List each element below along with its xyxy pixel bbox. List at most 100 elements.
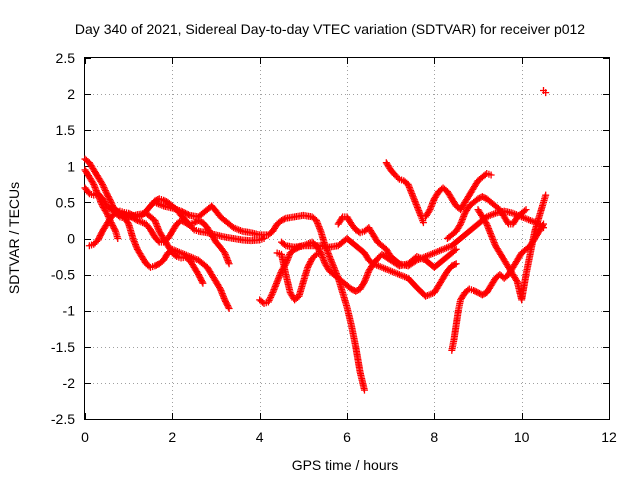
- data-point: [443, 267, 451, 275]
- data-point: [343, 281, 351, 289]
- data-point: [330, 271, 338, 279]
- data-point: [106, 197, 114, 205]
- data-point: [500, 274, 508, 282]
- data-point: [435, 188, 443, 196]
- data-point: [394, 259, 402, 267]
- data-point: [138, 253, 146, 261]
- data-point: [125, 211, 133, 219]
- data-point: [85, 242, 93, 250]
- data-point: [395, 271, 403, 279]
- data-point: [422, 253, 430, 261]
- data-point: [247, 237, 255, 245]
- data-point: [264, 298, 272, 306]
- data-point: [491, 242, 499, 250]
- data-point: [483, 170, 491, 178]
- data-point: [168, 245, 176, 253]
- data-point: [299, 211, 307, 219]
- data-point: [378, 263, 386, 271]
- data-point: [94, 190, 102, 198]
- data-point: [286, 249, 294, 257]
- data-point: [155, 195, 163, 203]
- data-point: [90, 240, 98, 248]
- data-point: [474, 289, 482, 297]
- data-point: [90, 180, 98, 188]
- data-point: [256, 231, 264, 239]
- data-point: [273, 220, 281, 228]
- data-point: [221, 296, 229, 304]
- data-point: [199, 260, 207, 268]
- data-point: [539, 222, 547, 230]
- y-tick-label: 2.5: [56, 50, 76, 66]
- data-point: [317, 227, 325, 235]
- data-point: [304, 263, 312, 271]
- data-point: [195, 256, 203, 264]
- data-point: [98, 179, 106, 187]
- data-point: [133, 216, 141, 224]
- y-tick-label: 1.5: [56, 122, 76, 138]
- data-point: [107, 213, 115, 221]
- data-point: [142, 207, 150, 215]
- data-point: [439, 245, 447, 253]
- data-point: [291, 296, 299, 304]
- data-point: [267, 293, 275, 301]
- data-point: [295, 292, 303, 300]
- data-point: [308, 238, 316, 246]
- data-point: [382, 245, 390, 253]
- data-point: [422, 213, 430, 221]
- data-point: [443, 235, 451, 242]
- data-points: [81, 86, 550, 394]
- data-point: [224, 303, 232, 311]
- data-point: [496, 249, 504, 257]
- data-point: [160, 238, 168, 246]
- data-point: [343, 213, 351, 221]
- data-point: [99, 182, 107, 190]
- y-tick-label: 0: [67, 231, 75, 247]
- data-point: [347, 321, 355, 329]
- data-point: [98, 180, 106, 188]
- y-axis-title: SDTVAR / TECUs: [6, 182, 22, 294]
- data-point: [474, 195, 482, 203]
- data-point: [89, 179, 97, 187]
- data-point: [142, 220, 150, 228]
- data-point: [339, 238, 347, 246]
- data-point: [450, 336, 458, 344]
- data-point: [85, 173, 93, 181]
- data-point: [474, 177, 482, 185]
- x-tick-label: 12: [601, 429, 617, 445]
- data-point: [395, 175, 403, 183]
- data-point: [496, 206, 504, 214]
- data-point: [101, 187, 109, 195]
- data-point: [266, 295, 274, 303]
- data-point: [267, 292, 275, 300]
- data-point: [199, 219, 207, 227]
- data-point: [334, 220, 342, 228]
- data-point: [443, 188, 451, 196]
- data-point: [374, 238, 382, 246]
- data-point: [474, 206, 482, 214]
- data-point: [273, 249, 281, 257]
- data-point: [151, 216, 159, 224]
- data-point: [465, 285, 473, 293]
- data-point: [356, 229, 364, 237]
- data-point: [312, 242, 320, 250]
- data-point: [452, 260, 460, 268]
- data-point: [177, 249, 185, 257]
- data-point: [509, 271, 517, 279]
- data-point: [513, 256, 521, 264]
- data-point: [107, 202, 115, 210]
- data-point: [155, 260, 163, 268]
- data-point: [212, 231, 220, 239]
- data-point: [225, 220, 233, 228]
- data-point: [326, 243, 334, 251]
- data-point: [360, 227, 368, 235]
- data-point: [452, 227, 460, 235]
- data-point: [540, 198, 547, 206]
- data-point: [465, 202, 473, 210]
- data-point: [103, 209, 111, 217]
- data-point: [90, 166, 98, 174]
- data-point: [186, 211, 194, 219]
- data-point: [85, 159, 93, 167]
- data-point: [374, 255, 382, 263]
- y-tick-label: -2.5: [51, 411, 75, 427]
